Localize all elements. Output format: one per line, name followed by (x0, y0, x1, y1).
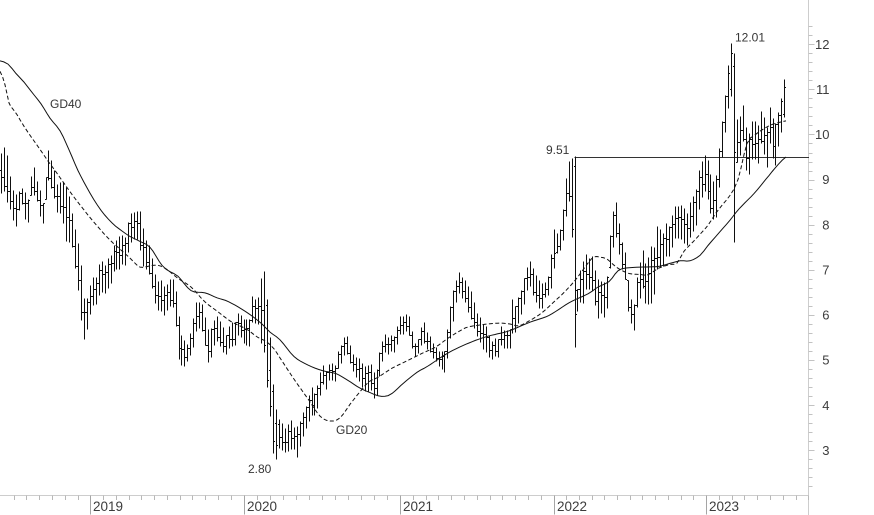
svg-text:2022: 2022 (557, 499, 587, 514)
svg-text:2019: 2019 (93, 499, 123, 514)
svg-text:6: 6 (822, 308, 829, 323)
svg-text:2021: 2021 (403, 499, 433, 514)
svg-text:4: 4 (822, 398, 829, 413)
svg-text:5: 5 (822, 353, 829, 368)
svg-text:11: 11 (816, 82, 830, 97)
svg-text:9.51: 9.51 (546, 143, 570, 157)
svg-text:8: 8 (822, 217, 829, 232)
svg-text:GD20: GD20 (336, 423, 368, 437)
svg-text:9: 9 (822, 172, 829, 187)
svg-text:2.80: 2.80 (248, 462, 272, 476)
svg-text:2023: 2023 (709, 499, 739, 514)
svg-text:7: 7 (822, 263, 829, 278)
svg-text:12: 12 (815, 37, 829, 52)
svg-text:3: 3 (822, 443, 829, 458)
svg-text:12.01: 12.01 (735, 31, 765, 45)
svg-text:GD40: GD40 (50, 97, 82, 111)
svg-text:10: 10 (815, 127, 829, 142)
svg-text:2020: 2020 (247, 499, 277, 514)
